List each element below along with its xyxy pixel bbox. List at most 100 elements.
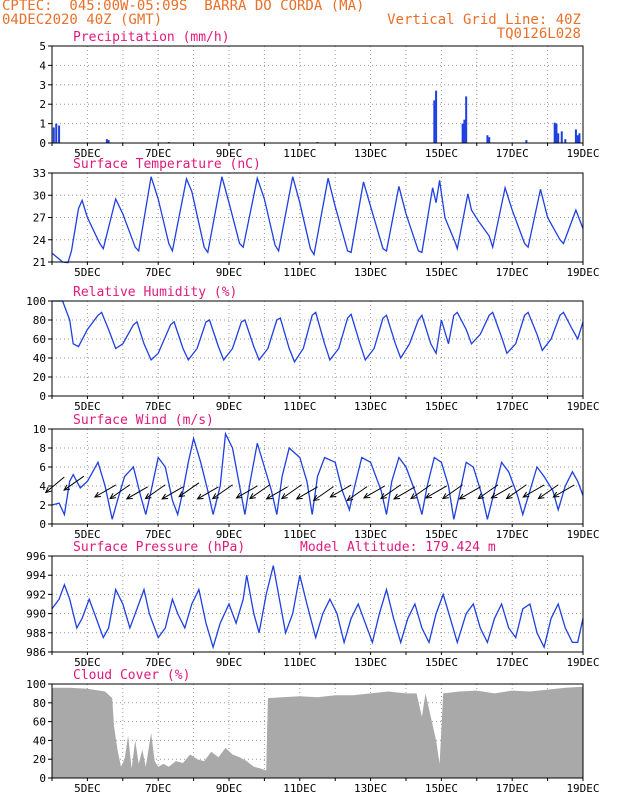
precip-ytick-label: 3 <box>39 79 46 92</box>
pressure-xtick-label: 17DEC <box>496 656 529 669</box>
wind-arrow-head <box>362 492 370 499</box>
precip-xtick-label: 15DEC <box>425 147 458 160</box>
pressure-panel-title: Surface Pressure (hPa) <box>73 540 245 555</box>
precip-bar <box>525 140 528 143</box>
wind-arrow-head <box>552 491 560 498</box>
temp-ytick-label: 21 <box>33 256 46 269</box>
wind-series-line <box>51 431 584 520</box>
pressure-frame <box>51 555 584 653</box>
wind-arrow-head <box>280 493 288 500</box>
wind-xtick-label: 5DEC <box>74 528 101 541</box>
cloud-ytick-label: 40 <box>33 734 46 747</box>
wind-arrow <box>197 486 219 500</box>
precip-bar <box>107 140 110 143</box>
precip-bar <box>55 123 58 143</box>
temp-ytick-label: 27 <box>33 212 46 225</box>
temp-xtick-label: 5DEC <box>74 266 101 279</box>
wind-arrow-head <box>441 493 449 500</box>
pressure-ytick-label: 990 <box>26 608 46 621</box>
wind-xtick-label: 9DEC <box>216 528 243 541</box>
pressure-ytick-label: 996 <box>26 550 46 563</box>
precip-bar <box>564 139 567 143</box>
rh-xtick-label: 15DEC <box>425 400 458 413</box>
cloud-xtick-label: 19DEC <box>566 782 599 795</box>
cloud-ytick-label: 60 <box>33 716 46 729</box>
wind-arrow <box>459 486 481 500</box>
wind-arrow <box>313 486 334 501</box>
wind-arrow-head <box>196 493 204 500</box>
wind-arrow-head <box>63 484 71 491</box>
wind-xtick-label: 7DEC <box>145 528 172 541</box>
wind-xtick-label: 11DEC <box>283 528 316 541</box>
precip-ytick-label: 0 <box>39 137 46 150</box>
wind-arrow-head <box>424 492 432 499</box>
temp-xtick-label: 13DEC <box>354 266 387 279</box>
wind-arrow <box>491 485 513 499</box>
pressure-ytick-label: 986 <box>26 646 46 659</box>
wind-panel-title: Surface Wind (m/s) <box>73 413 214 428</box>
rh-ytick-label: 0 <box>39 390 46 403</box>
cloud-xtick-label: 9DEC <box>216 782 243 795</box>
wind-arrow-head <box>178 491 186 498</box>
wind-arrow-head <box>109 493 117 500</box>
wind-arrow-head <box>477 493 485 500</box>
rh-xtick-label: 11DEC <box>283 400 316 413</box>
wind-arrow <box>236 485 258 499</box>
wind-xtick-label: 13DEC <box>354 528 387 541</box>
rh-ytick-label: 80 <box>33 314 46 327</box>
wind-arrow <box>380 484 402 500</box>
rh-xtick-label: 5DEC <box>74 400 101 413</box>
wind-arrow-head <box>44 486 52 494</box>
precip-ytick-label: 1 <box>39 118 46 131</box>
temp-xtick-label: 7DEC <box>145 266 172 279</box>
pressure-xtick-label: 19DEC <box>566 656 599 669</box>
wind-ytick-label: 10 <box>33 423 46 436</box>
wind-arrow <box>442 484 463 500</box>
precip-bar <box>486 135 489 143</box>
wind-arrow <box>477 484 499 500</box>
precip-xtick-label: 19DEC <box>566 147 599 160</box>
temp-xtick-label: 11DEC <box>283 266 316 279</box>
precip-bar <box>574 129 577 143</box>
cloud-xtick-label: 7DEC <box>145 782 172 795</box>
precip-xtick-label: 17DEC <box>496 147 529 160</box>
precip-bar <box>58 125 61 143</box>
wind-arrow <box>145 484 166 500</box>
pressure-ytick-label: 994 <box>26 569 46 582</box>
rh-xtick-label: 19DEC <box>566 400 599 413</box>
wind-arrow <box>296 486 318 500</box>
wind-arrow-head <box>379 493 387 500</box>
pressure-xtick-label: 15DEC <box>425 656 458 669</box>
wind-arrow-head <box>329 491 337 498</box>
pressure-xtick-label: 5DEC <box>74 656 101 669</box>
cloud-xtick-label: 15DEC <box>425 782 458 795</box>
wind-arrow-head <box>505 493 513 500</box>
rh-panel-title: Relative Humidity (%) <box>73 285 237 300</box>
wind-arrow <box>410 484 432 500</box>
precip-frame <box>51 45 584 144</box>
wind-arrow <box>266 486 288 500</box>
wind-arrow <box>425 485 448 499</box>
wind-arrow-head <box>125 493 133 500</box>
wind-ytick-label: 0 <box>39 518 46 531</box>
cloud-frame <box>51 683 584 779</box>
wind-arrow-head <box>144 493 152 500</box>
precip-bar <box>560 131 563 143</box>
temp-ytick-label: 33 <box>33 167 46 180</box>
precip-bar <box>576 135 579 143</box>
precip-ytick-label: 5 <box>39 40 46 53</box>
rh-ytick-label: 40 <box>33 352 46 365</box>
pressure-xtick-label: 13DEC <box>354 656 387 669</box>
wind-arrow <box>109 484 131 500</box>
wind-arrow-head <box>248 493 256 500</box>
wind-arrow <box>212 484 233 500</box>
wind-ytick-label: 6 <box>39 461 46 474</box>
wind-arrow-head <box>393 493 401 500</box>
pressure-xtick-label: 7DEC <box>145 656 172 669</box>
precip-xtick-label: 7DEC <box>145 147 172 160</box>
rh-xtick-label: 7DEC <box>145 400 172 413</box>
wind-arrow-head <box>93 491 101 498</box>
rh-frame <box>51 300 584 397</box>
temp-xtick-label: 17DEC <box>496 266 529 279</box>
wind-arrow-head <box>522 491 530 498</box>
